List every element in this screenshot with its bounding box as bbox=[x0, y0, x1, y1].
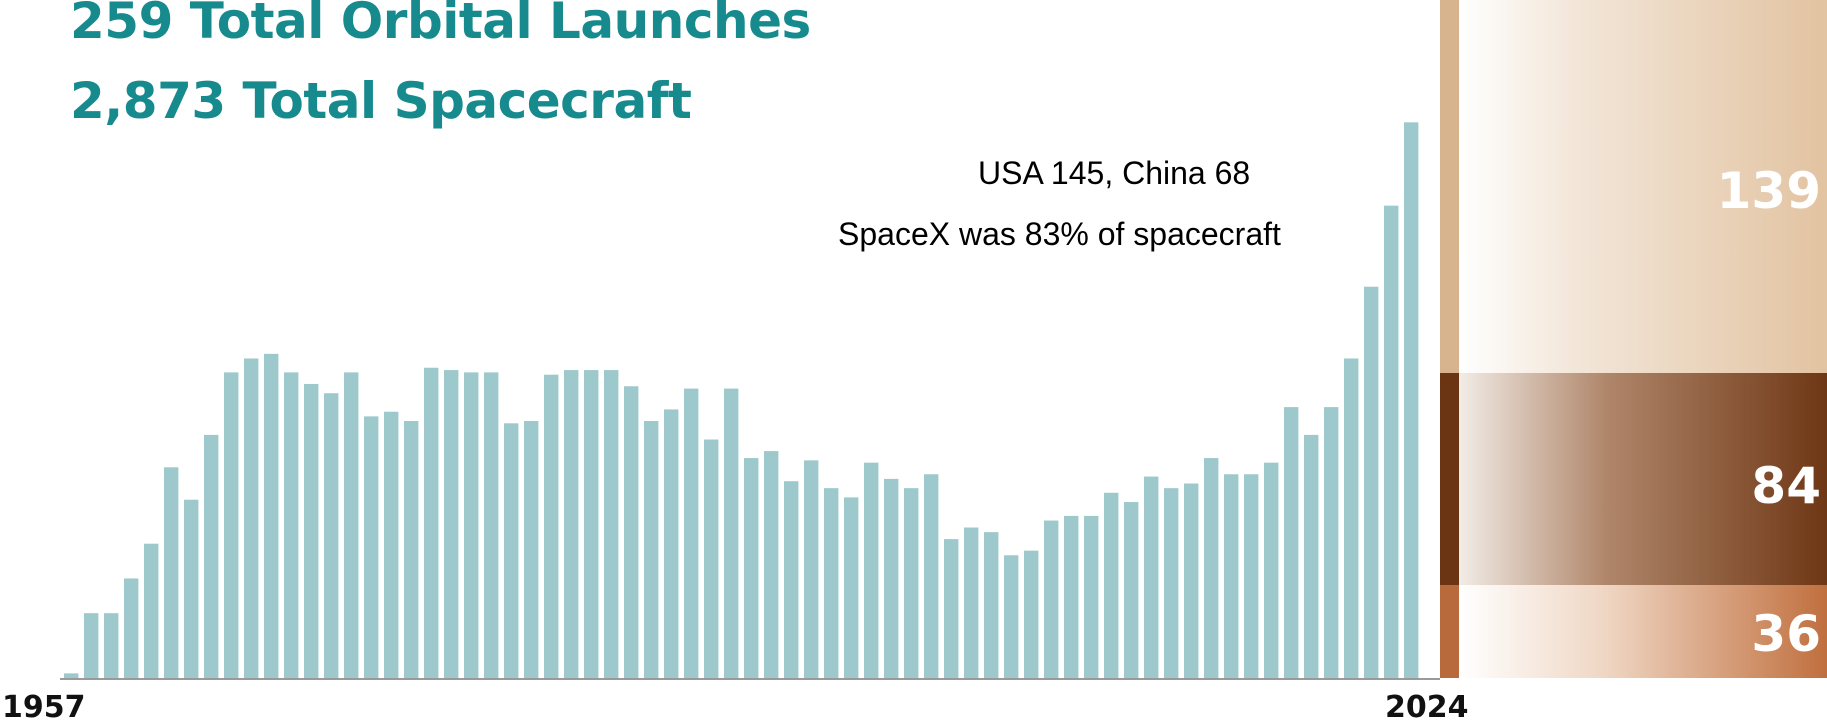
bar-2004 bbox=[1004, 555, 1019, 678]
bar-1993 bbox=[784, 481, 799, 678]
segment-top: 139 bbox=[1440, 0, 1827, 373]
bar-1971 bbox=[344, 372, 359, 678]
segment-bottom-band bbox=[1459, 585, 1827, 678]
bar-1980 bbox=[524, 420, 539, 678]
bar-1994 bbox=[804, 460, 819, 678]
segment-middle: 84 bbox=[1440, 373, 1827, 585]
bar-1974 bbox=[404, 420, 419, 678]
bar-1986 bbox=[644, 420, 659, 678]
x-axis-start-label: 1957 bbox=[2, 690, 86, 725]
annotation-country-counts: USA 145, China 68 bbox=[978, 155, 1251, 191]
bar-1969 bbox=[304, 383, 319, 678]
bar-2008 bbox=[1084, 515, 1099, 678]
bar-2011 bbox=[1144, 476, 1159, 678]
headline-spacecraft: 2,873 Total Spacecraft bbox=[70, 72, 692, 130]
bar-1960 bbox=[124, 578, 139, 678]
bar-1964 bbox=[204, 434, 219, 678]
bar-2023 bbox=[1384, 205, 1399, 678]
bar-1985 bbox=[624, 386, 639, 678]
bar-1975 bbox=[424, 367, 439, 678]
bar-1968 bbox=[284, 372, 299, 678]
bar-2000 bbox=[924, 474, 939, 678]
bar-1965 bbox=[224, 372, 239, 678]
bar-2001 bbox=[944, 539, 959, 678]
bar-1997 bbox=[864, 462, 879, 678]
bar-1983 bbox=[584, 370, 599, 678]
segment-bottom-stripe bbox=[1440, 585, 1459, 678]
segment-middle-band bbox=[1459, 373, 1827, 585]
bar-1967 bbox=[264, 353, 279, 678]
bar-1989 bbox=[704, 439, 719, 678]
bar-2022 bbox=[1364, 286, 1379, 678]
bar-1996 bbox=[844, 497, 859, 678]
bar-2017 bbox=[1264, 462, 1279, 678]
bar-1978 bbox=[484, 372, 499, 678]
bar-1990 bbox=[724, 388, 739, 678]
bar-2003 bbox=[984, 532, 999, 678]
bar-2021 bbox=[1344, 358, 1359, 678]
bar-2007 bbox=[1064, 515, 1079, 678]
bar-series bbox=[64, 122, 1419, 678]
bar-1982 bbox=[564, 370, 579, 678]
bar-2019 bbox=[1304, 434, 1319, 678]
annotation-spacex-share: SpaceX was 83% of spacecraft bbox=[838, 216, 1281, 252]
segment-top-value: 139 bbox=[1716, 162, 1821, 220]
bar-1958 bbox=[84, 613, 99, 678]
bar-2018 bbox=[1284, 407, 1299, 678]
bar-1961 bbox=[144, 543, 159, 678]
bar-2016 bbox=[1244, 474, 1259, 678]
bar-2006 bbox=[1044, 520, 1059, 678]
bar-2012 bbox=[1164, 488, 1179, 678]
bar-2014 bbox=[1204, 458, 1219, 678]
bar-2020 bbox=[1324, 407, 1339, 678]
bar-2013 bbox=[1184, 483, 1199, 678]
bar-1970 bbox=[324, 393, 339, 678]
bar-1979 bbox=[504, 423, 519, 678]
segment-top-stripe bbox=[1440, 0, 1459, 373]
bar-1981 bbox=[544, 374, 559, 678]
bar-1987 bbox=[664, 409, 679, 678]
bar-1966 bbox=[244, 358, 259, 678]
bar-1992 bbox=[764, 451, 779, 678]
bar-chart bbox=[60, 122, 1440, 680]
bar-2010 bbox=[1124, 502, 1139, 678]
segment-middle-stripe bbox=[1440, 373, 1459, 585]
bar-2024 bbox=[1404, 122, 1419, 678]
bar-1998 bbox=[884, 478, 899, 678]
bar-1988 bbox=[684, 388, 699, 678]
segment-bottom-value: 36 bbox=[1751, 605, 1821, 663]
bar-1957 bbox=[64, 673, 79, 678]
segment-middle-value: 84 bbox=[1751, 457, 1821, 515]
bar-2015 bbox=[1224, 474, 1239, 678]
bar-2002 bbox=[964, 527, 979, 678]
bar-1984 bbox=[604, 370, 619, 678]
bar-2009 bbox=[1104, 492, 1119, 678]
bar-1973 bbox=[384, 411, 399, 678]
bar-1959 bbox=[104, 613, 119, 678]
segment-top-band bbox=[1459, 0, 1827, 373]
x-axis-end-label: 2024 bbox=[1385, 690, 1469, 725]
segment-bottom: 36 bbox=[1440, 585, 1827, 678]
bar-1976 bbox=[444, 370, 459, 678]
bar-1963 bbox=[184, 499, 199, 678]
bar-1977 bbox=[464, 372, 479, 678]
bar-1995 bbox=[824, 488, 839, 678]
bar-1962 bbox=[164, 467, 179, 678]
bar-2005 bbox=[1024, 550, 1039, 678]
bar-1972 bbox=[364, 416, 379, 678]
bar-1991 bbox=[744, 458, 759, 678]
headline-launches: 259 Total Orbital Launches bbox=[70, 0, 811, 50]
bar-1999 bbox=[904, 488, 919, 678]
